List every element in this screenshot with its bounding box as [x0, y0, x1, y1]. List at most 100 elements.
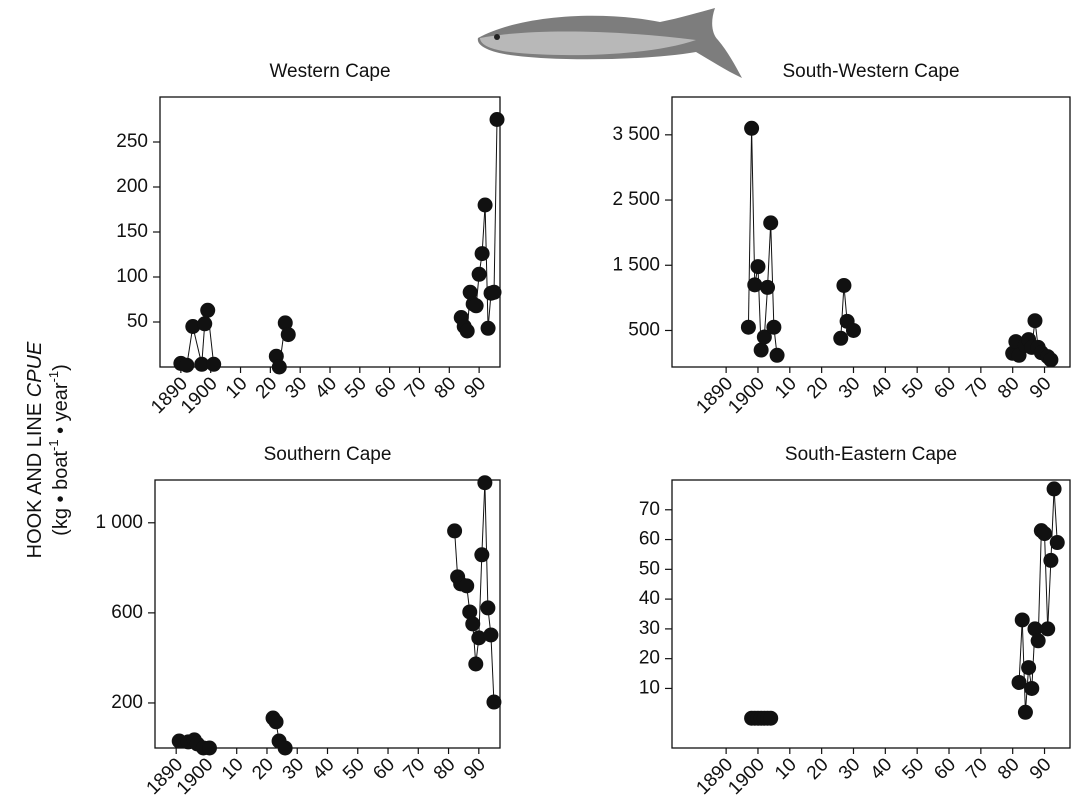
- plot-frame: [671, 479, 1071, 749]
- data-point: [206, 356, 222, 372]
- x-tick-label: 20: [252, 373, 282, 403]
- data-point: [1021, 660, 1037, 676]
- x-tick-label: 30: [279, 754, 309, 784]
- data-point: [185, 319, 201, 334]
- connector: [484, 482, 489, 608]
- connector: [1053, 488, 1058, 543]
- y-tick-label: 30: [639, 618, 660, 639]
- data-point: [1043, 352, 1059, 368]
- data-point: [845, 322, 861, 338]
- data-point: [465, 616, 481, 632]
- y-axis-units: (kg • boat-1 • year-1): [46, 364, 72, 536]
- y-tick-label: 1 500: [612, 254, 660, 275]
- x-tick-label: 20: [248, 754, 278, 784]
- data-point: [197, 316, 213, 332]
- data-point: [471, 266, 487, 282]
- plot-frame: [154, 479, 501, 749]
- data-point: [1027, 313, 1043, 329]
- x-tick-label: 90: [460, 373, 490, 403]
- y-tick-label: 200: [116, 176, 148, 197]
- y-tick-label: 40: [639, 588, 660, 609]
- x-tick-label: 60: [930, 373, 960, 403]
- data-point: [1037, 526, 1053, 542]
- x-tick-label: 20: [803, 373, 833, 403]
- panel-title: South-Western Cape: [782, 61, 959, 82]
- data-point: [462, 604, 478, 620]
- x-tick-label: 30: [835, 373, 865, 403]
- connector: [454, 530, 459, 577]
- data-point: [194, 356, 210, 372]
- data-point: [1030, 633, 1046, 649]
- y-tick-label: 70: [639, 499, 660, 520]
- x-tick-label: 80: [994, 754, 1024, 784]
- x-tick-label: 50: [898, 373, 928, 403]
- units-part: ): [50, 364, 72, 371]
- connector: [770, 222, 775, 328]
- connector: [493, 119, 498, 293]
- data-point: [480, 600, 496, 616]
- connector: [484, 204, 489, 329]
- data-point: [477, 197, 493, 213]
- data-point: [1027, 621, 1043, 637]
- data-point: [480, 320, 496, 336]
- y-tick-label: 600: [111, 602, 143, 623]
- x-tick-label: 40: [867, 373, 897, 403]
- data-point: [486, 284, 502, 300]
- y-label-text: HOOK AND LINE: [24, 403, 46, 559]
- x-tick-label: 50: [898, 754, 928, 784]
- data-point: [474, 547, 490, 563]
- data-point: [763, 215, 779, 231]
- y-tick-label: 50: [639, 558, 660, 579]
- connector: [490, 634, 495, 703]
- x-tick-label: 10: [771, 373, 801, 403]
- data-point: [201, 740, 217, 756]
- data-point: [740, 319, 756, 335]
- x-tick-label: 60: [371, 373, 401, 403]
- data-point: [1024, 680, 1040, 696]
- data-point: [468, 656, 484, 672]
- y-tick-label: 20: [639, 648, 660, 669]
- y-tick-label: 150: [116, 221, 148, 242]
- plot-frame: [671, 96, 1071, 368]
- y-tick-label: 500: [628, 319, 660, 340]
- data-point: [268, 714, 284, 730]
- x-tick-label: 30: [835, 754, 865, 784]
- data-point: [447, 523, 463, 539]
- data-point: [468, 298, 484, 314]
- y-tick-label: 50: [127, 311, 148, 332]
- y-tick-label: 3 500: [612, 124, 660, 145]
- units-part: • year: [50, 382, 72, 439]
- x-tick-label: 60: [369, 754, 399, 784]
- data-point: [1014, 612, 1030, 628]
- data-point: [1011, 674, 1027, 690]
- data-point: [459, 323, 475, 339]
- data-point: [474, 246, 490, 262]
- data-point: [1046, 481, 1062, 497]
- data-point: [750, 259, 766, 275]
- fish-illustration: [477, 8, 742, 78]
- connector: [481, 204, 486, 254]
- y-tick-label: 100: [116, 266, 148, 287]
- x-tick-label: 40: [309, 754, 339, 784]
- data-point: [477, 475, 493, 491]
- connector: [481, 482, 486, 555]
- x-tick-label: 50: [339, 754, 369, 784]
- connector: [1018, 619, 1023, 683]
- y-tick-label: 1 000: [95, 512, 143, 533]
- data-point: [280, 327, 296, 343]
- units-sup: -1: [46, 371, 61, 383]
- x-tick-label: 50: [341, 373, 371, 403]
- data-point: [179, 357, 195, 373]
- x-tick-label: 90: [460, 754, 490, 784]
- x-tick-label: 1900: [724, 373, 769, 418]
- data-point: [756, 329, 772, 345]
- data-point: [489, 112, 505, 127]
- connector: [1044, 533, 1049, 629]
- data-point: [483, 627, 499, 643]
- data-point: [760, 279, 776, 295]
- x-tick-label: 1900: [724, 754, 769, 799]
- y-tick-label: 60: [639, 529, 660, 550]
